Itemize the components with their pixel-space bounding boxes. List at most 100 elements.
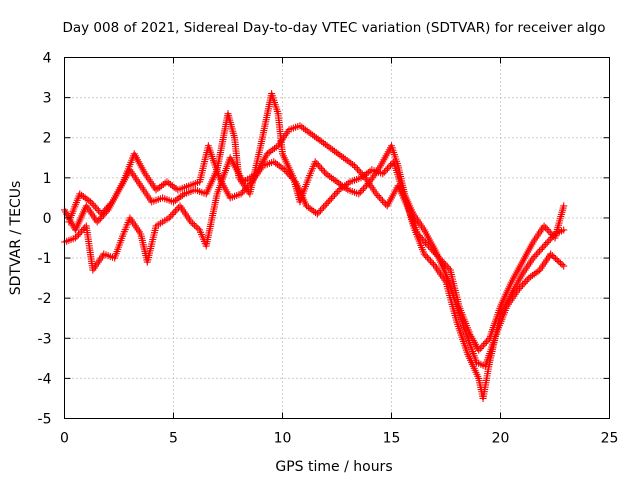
data-point-marker	[382, 166, 390, 174]
data-point-marker	[76, 229, 84, 237]
data-point-marker	[383, 165, 391, 173]
data-point-marker	[190, 221, 198, 229]
x-tick-label: 0	[60, 431, 69, 447]
data-point-marker	[418, 235, 426, 243]
data-point-marker	[288, 174, 296, 182]
data-point-marker	[171, 207, 179, 215]
data-point-marker	[104, 203, 112, 211]
data-point-marker	[242, 185, 250, 193]
y-tick-label: -1	[38, 251, 52, 267]
data-point-marker	[415, 232, 423, 240]
data-point-marker	[168, 211, 176, 219]
data-point-marker	[192, 223, 200, 231]
data-point-marker	[546, 229, 554, 237]
data-point-marker	[532, 251, 540, 259]
data-point-marker	[313, 160, 321, 168]
data-point-marker	[320, 203, 328, 211]
data-point-marker	[537, 245, 545, 253]
data-point-marker	[311, 158, 319, 166]
data-point-marker	[425, 255, 433, 263]
y-tick-label: -3	[38, 331, 52, 347]
x-tick-label: 25	[601, 431, 619, 447]
data-point-marker	[372, 190, 380, 198]
x-tick-label: 15	[383, 431, 401, 447]
data-point-marker	[375, 193, 383, 201]
data-point-marker	[552, 255, 560, 263]
data-point-marker	[316, 163, 324, 171]
data-point-marker	[88, 200, 96, 208]
data-point-marker	[246, 180, 254, 188]
y-tick-label: -2	[38, 291, 52, 307]
data-point-marker	[165, 214, 173, 222]
data-point-marker	[101, 206, 109, 214]
series-track-3	[65, 142, 568, 370]
data-point-marker	[189, 220, 197, 228]
y-tick-label: -4	[38, 371, 52, 387]
data-point-marker	[94, 206, 102, 214]
data-point-marker	[555, 258, 563, 266]
data-point-marker	[534, 249, 542, 257]
data-point-marker	[170, 209, 178, 217]
data-point-marker	[523, 276, 531, 284]
data-point-marker	[428, 259, 436, 267]
data-point-marker	[560, 262, 568, 270]
y-tick-label: 2	[43, 131, 52, 147]
data-point-marker	[317, 165, 325, 173]
data-point-marker	[91, 203, 99, 211]
data-point-marker	[421, 239, 429, 247]
x-tick-label: 20	[492, 431, 510, 447]
data-point-marker	[319, 166, 327, 174]
data-point-marker	[547, 250, 555, 258]
data-point-marker	[95, 216, 103, 224]
y-tick-label: -5	[38, 412, 52, 428]
data-point-marker	[239, 188, 247, 196]
data-point-marker	[71, 234, 79, 242]
data-point-marker	[553, 256, 561, 264]
data-point-marker	[167, 212, 175, 220]
data-point-marker	[482, 338, 490, 346]
data-point-marker	[423, 253, 431, 261]
data-point-marker	[550, 253, 558, 261]
data-point-marker	[545, 227, 553, 235]
data-point-marker	[426, 257, 434, 265]
data-point-marker	[531, 252, 539, 260]
x-axis-label: GPS time / hours	[275, 459, 392, 475]
data-point-marker	[529, 254, 537, 262]
data-point-marker	[481, 339, 489, 347]
data-point-marker	[379, 170, 387, 178]
data-point-marker	[519, 281, 527, 289]
data-point-marker	[93, 218, 101, 226]
data-point-marker	[484, 336, 492, 344]
data-point-marker	[99, 208, 107, 216]
plot-frame	[64, 57, 610, 419]
data-point-marker	[79, 225, 87, 233]
data-point-marker	[414, 230, 422, 238]
data-point-marker	[243, 183, 251, 191]
data-point-marker	[98, 210, 106, 218]
data-point-marker	[355, 190, 363, 198]
data-point-marker	[281, 166, 289, 174]
data-point-marker	[385, 163, 393, 171]
data-point-marker	[96, 215, 104, 223]
data-point-marker	[78, 227, 86, 235]
grid-layer	[64, 57, 610, 419]
data-point-marker	[380, 198, 388, 206]
data-point-marker	[107, 200, 115, 208]
data-point-marker	[540, 222, 548, 230]
data-point-marker	[318, 205, 326, 213]
y-tick-label: 3	[43, 91, 52, 107]
data-point-marker	[560, 226, 568, 234]
x-tick-label: 5	[169, 431, 178, 447]
data-point-marker	[548, 252, 556, 260]
data-point-marker	[282, 168, 290, 176]
data-point-marker	[332, 189, 340, 197]
data-point-marker	[520, 279, 528, 287]
y-tick-label: 1	[43, 171, 52, 187]
data-point-marker	[285, 171, 293, 179]
data-point-marker	[323, 200, 331, 208]
data-point-marker	[359, 185, 367, 193]
data-point-marker	[540, 242, 548, 250]
data-point-marker	[245, 181, 253, 189]
